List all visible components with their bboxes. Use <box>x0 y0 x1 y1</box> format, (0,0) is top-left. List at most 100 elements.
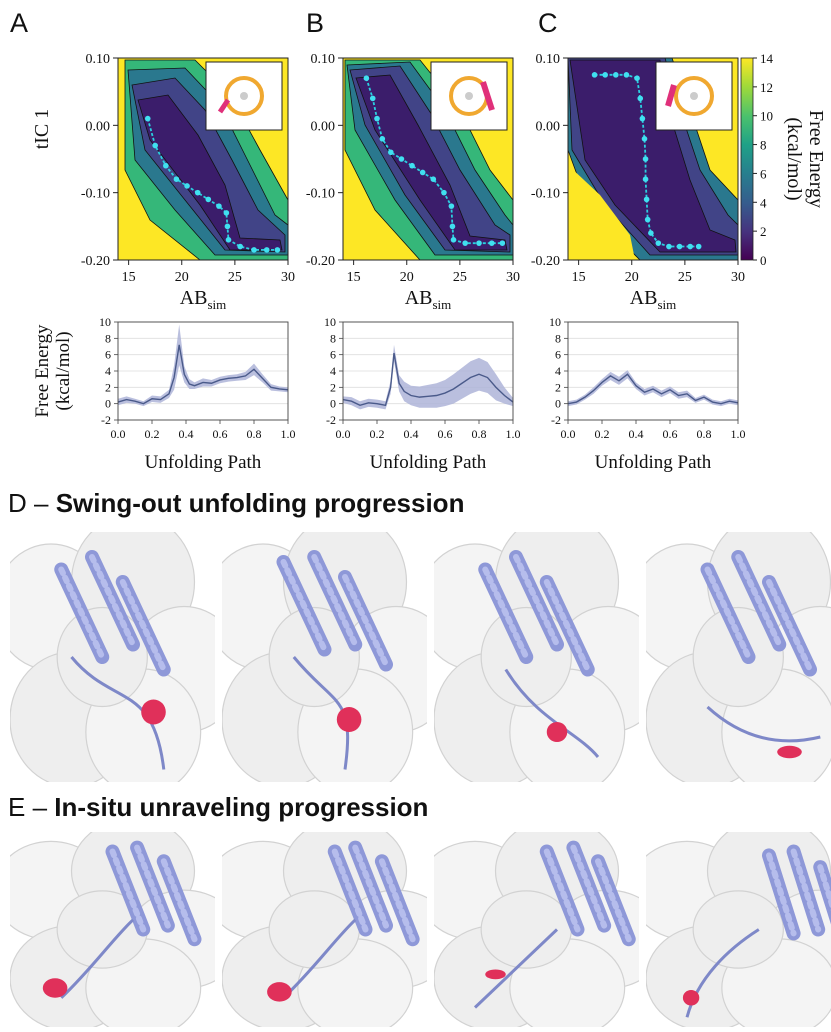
snapshot-e-1-helix-highlight <box>134 844 171 929</box>
heatmap-b-path-point <box>398 156 405 162</box>
heatmap-c-path-point <box>639 115 646 122</box>
heatmap-c-path-point <box>642 156 649 162</box>
line-c-ytick-label: 0 <box>555 397 561 411</box>
snapshot-d-1 <box>10 532 215 782</box>
snapshot-d-1-helix-highlight <box>58 566 106 660</box>
heatmap-b-path-point <box>430 176 437 182</box>
line-c-ytick-label: 4 <box>555 364 561 378</box>
colorbar-tick-label: 4 <box>760 195 767 210</box>
section-e-letter: E <box>8 792 26 822</box>
heatmap-a-xtick-label: 20 <box>175 270 189 285</box>
snapshot-d-2 <box>222 532 427 782</box>
heatmap-b-min-region <box>355 74 508 251</box>
heatmap-c-xtick-label: 25 <box>678 270 692 285</box>
line-b-xtick-label: 0.8 <box>472 427 487 441</box>
heatmap-b-path-point <box>476 240 482 246</box>
snapshot-e-4-helix-highlight <box>817 864 831 912</box>
heatmap-a-ylabel: tIC 1 <box>31 109 53 150</box>
heatmap-b-path-line <box>365 77 503 245</box>
heatmap-b-xlabel-sub: sim <box>433 297 452 312</box>
colorbar-tick-label: 0 <box>760 253 767 268</box>
section-d-dash: – <box>34 488 49 518</box>
heatmap-b-xlabel-main: AB <box>405 287 433 309</box>
section-d-title: D – Swing-out unfolding progression <box>8 488 464 519</box>
heatmap-b-path-point <box>419 169 426 176</box>
snapshot-d-2-loop <box>292 656 350 770</box>
snapshot-d-2-drawing <box>222 532 427 782</box>
snapshot-e-3-helix-highlight <box>570 844 608 929</box>
heatmap-b-path-point <box>441 189 447 196</box>
heatmap-c-xlabel: ABsim <box>630 287 677 312</box>
heatmap-a-path-point <box>225 237 232 243</box>
heatmap-c-path-point <box>676 243 683 250</box>
colorbar-tick-label: 14 <box>760 51 774 66</box>
line-a-xtick-label: 0.4 <box>179 427 194 441</box>
line-b-error-band <box>343 344 513 410</box>
section-d-letter: D <box>8 488 27 518</box>
line-a-series <box>117 344 289 405</box>
heatmap-a-path-point <box>194 189 201 196</box>
line-b-xlabel: Unfolding Path <box>370 452 487 473</box>
snapshot-e-1-helix-highlight <box>160 858 198 943</box>
heatmap-b-path <box>363 75 506 246</box>
line-a-ytick-label: 8 <box>105 331 111 345</box>
heatmap-b-path-point <box>369 95 376 102</box>
heatmap-c-ytick-label: 0.10 <box>536 52 561 67</box>
snapshot-e-3-highlight-residue <box>485 969 506 980</box>
heatmap-a-xtick-label: 30 <box>281 270 295 285</box>
heatmap-b-inset-icon <box>449 76 495 116</box>
heatmap-c-inset-icon <box>665 76 714 116</box>
snapshot-d-4-surface-blob <box>692 606 784 708</box>
line-b-xtick-label: 0.4 <box>404 427 419 441</box>
heatmap-a-ytick-label: 0.10 <box>86 52 111 67</box>
heatmap-c-ytick-label: 0.00 <box>536 119 561 134</box>
snapshot-e-2-helix-highlight <box>331 848 369 933</box>
heatmap-c-ytick-label: -0.10 <box>531 187 560 202</box>
heatmap-c-path-point <box>623 72 630 78</box>
snapshot-d-2-helix-highlight <box>342 574 389 668</box>
snapshot-e-3 <box>434 832 639 1027</box>
heatmap-a-path-point <box>144 115 151 122</box>
heatmap-a-ytick-label: 0.00 <box>86 119 111 134</box>
line-c-ytick-label: 6 <box>555 348 561 362</box>
heatmap-a-xlabel: ABsim <box>180 287 227 312</box>
colorbar-ticks: 0 2 4 6 8 10 12 14 <box>753 51 774 268</box>
line-b-ytick-label: -2 <box>326 413 336 427</box>
line-a-ytick-label: 10 <box>99 315 111 329</box>
heatmap-c-path-point <box>643 196 650 203</box>
heatmap-c-path-point <box>602 72 608 78</box>
heatmap-b-path-point <box>388 149 394 156</box>
heatmap-a-xtick-label: 15 <box>122 270 136 285</box>
snapshot-e-2-loop <box>282 918 357 999</box>
heatmap-b-path-point <box>374 115 380 122</box>
line-b-ytick-label: 8 <box>330 331 336 345</box>
snapshot-d-4-helix-highlight <box>766 579 813 673</box>
snapshot-d-3 <box>434 532 639 782</box>
panel-label-c: C <box>538 8 558 38</box>
line-a-ytick-label: 2 <box>105 380 111 394</box>
heatmap-a-path-point <box>224 223 231 230</box>
section-e-dash: – <box>32 792 48 822</box>
snapshot-e-3-helix-highlight <box>595 858 632 943</box>
heatmap-c-path-point <box>655 240 662 246</box>
line-b-xtick-label: 0.0 <box>336 427 351 441</box>
line-c-xtick-label: 0.0 <box>561 427 576 441</box>
heatmap-c-path <box>591 72 702 250</box>
heatmap-c-path-point <box>695 243 702 250</box>
heatmap-c-xtick-label: 20 <box>625 270 639 285</box>
snapshot-e-4-surface-blob <box>692 890 784 969</box>
line-b-ytick-label: 0 <box>330 397 336 411</box>
line-c-error-band <box>568 370 738 407</box>
heatmap-b-path-point <box>379 136 386 142</box>
heatmap-b-xtick-label: 15 <box>347 270 361 285</box>
snapshot-d-3-helix-highlight <box>482 566 530 660</box>
snapshot-d-2-helix-highlight <box>311 554 359 648</box>
heatmap-b-path-point <box>448 203 455 209</box>
line-b-xtick-label: 0.6 <box>438 427 453 441</box>
heatmap-c-path-point <box>644 216 651 223</box>
line-a-error-band <box>118 324 288 407</box>
line-c-xtick-label: 0.4 <box>629 427 644 441</box>
snapshot-e-2-highlight-residue <box>267 982 292 1002</box>
line-b-frame <box>342 321 514 421</box>
